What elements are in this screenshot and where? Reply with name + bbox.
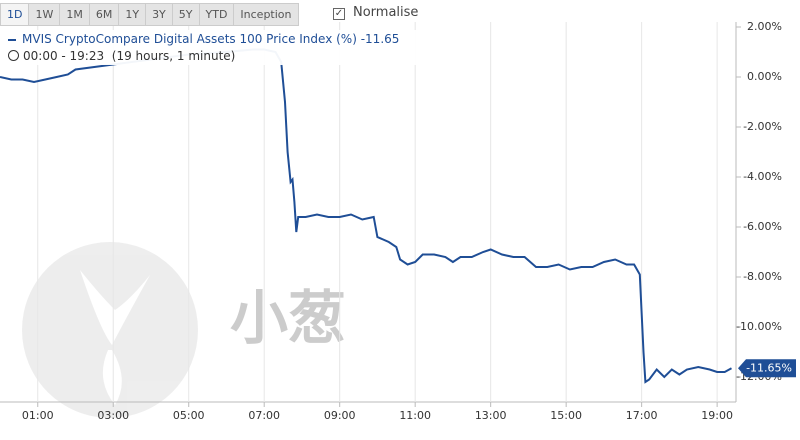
x-tick-label: 05:00: [173, 409, 205, 422]
duration: (19 hours, 1 minute): [111, 49, 236, 63]
normalise-label: Normalise: [353, 5, 419, 20]
x-tick-label: 15:00: [550, 409, 582, 422]
legend-value: -11.65: [360, 32, 400, 46]
range-button[interactable]: 6M: [88, 3, 120, 26]
x-tick-label: 01:00: [22, 409, 54, 422]
range-button[interactable]: 3Y: [145, 3, 173, 26]
y-tick-label: 0.00%: [747, 70, 782, 83]
range-button[interactable]: 5Y: [171, 3, 200, 26]
range-button[interactable]: 1D: [0, 3, 30, 26]
normalise-toggle[interactable]: ✓ Normalise: [333, 5, 419, 20]
legend-name: MVIS CryptoCompare Digital Assets 100 Pr…: [22, 32, 357, 46]
x-tick-label: 19:00: [701, 409, 733, 422]
y-tick-label: -10.00%: [736, 320, 782, 333]
y-tick-label: -4.00%: [743, 170, 782, 183]
y-tick-label: -2.00%: [743, 120, 782, 133]
range-button[interactable]: YTD: [198, 3, 235, 26]
x-tick-label: 13:00: [475, 409, 507, 422]
y-tick-label: -6.00%: [743, 220, 782, 233]
x-tick-label: 03:00: [97, 409, 129, 422]
range-button[interactable]: 1M: [59, 3, 90, 26]
range-button[interactable]: 1W: [28, 3, 61, 26]
x-tick-label: 09:00: [324, 409, 356, 422]
watermark-logo: [22, 242, 198, 418]
x-tick-label: 17:00: [626, 409, 658, 422]
range-button[interactable]: 1Y: [118, 3, 147, 26]
current-value-label: -11.65%: [746, 361, 792, 374]
x-tick-label: 11:00: [399, 409, 431, 422]
y-tick-label: 2.00%: [747, 20, 782, 33]
range-button[interactable]: Inception: [233, 3, 299, 26]
watermark: 小葱: [230, 284, 346, 352]
current-value-tag: [738, 359, 796, 378]
x-tick-label: 07:00: [248, 409, 280, 422]
legend: MVIS CryptoCompare Digital Assets 100 Pr…: [4, 30, 432, 65]
range-buttons: 1D 1W 1M 6M 1Y 3Y 5Y YTD Inception: [0, 3, 299, 26]
y-tick-label: -8.00%: [743, 270, 782, 283]
period: 00:00 - 19:23: [23, 49, 105, 63]
